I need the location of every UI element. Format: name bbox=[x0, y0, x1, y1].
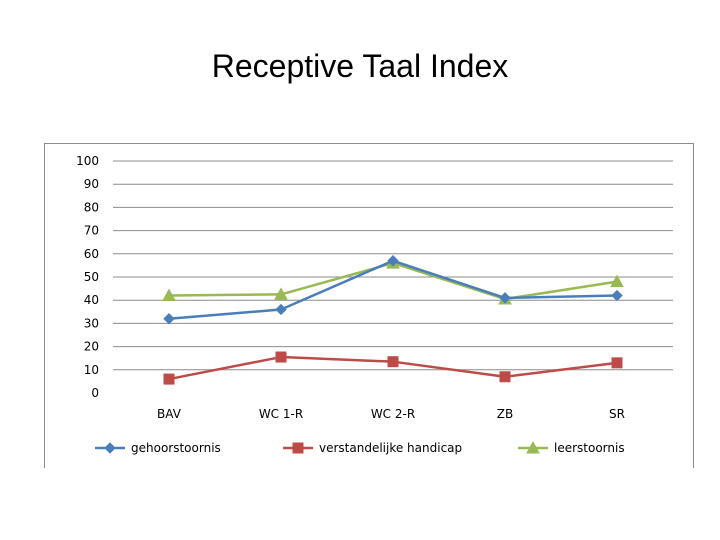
gridlines bbox=[113, 160, 673, 371]
y-tick-label-10: 10 bbox=[84, 363, 99, 377]
data-point-gehoorstoornis-2 bbox=[387, 255, 399, 267]
y-tick-label-0: 0 bbox=[91, 386, 99, 400]
series-gehoorstoornis bbox=[163, 255, 623, 325]
legend: gehoorstoornis verstandelijke handicap lee… bbox=[95, 440, 625, 455]
data-point-verstandelijke-handicap-3 bbox=[499, 371, 511, 383]
data-point-gehoorstoornis-3 bbox=[499, 292, 511, 304]
chart-frame: 0 10 20 30 40 50 60 70 80 90 100 BAV WC 1-R WC 2-R ZB… bbox=[44, 143, 694, 468]
data-point-gehoorstoornis-0 bbox=[163, 313, 175, 325]
series-verstandelijke-handicap bbox=[163, 351, 623, 385]
legend-label-leerstoornis: leerstoornis bbox=[554, 441, 625, 455]
legend-marker-leerstoornis bbox=[526, 440, 540, 454]
series-group bbox=[162, 255, 624, 385]
x-tick-label-sr: SR bbox=[609, 407, 625, 421]
data-point-gehoorstoornis-1 bbox=[275, 303, 287, 316]
y-tick-label-60: 60 bbox=[84, 247, 99, 261]
x-axis-ticks: BAV WC 1-R WC 2-R ZB SR bbox=[157, 407, 625, 421]
x-tick-label-wc-2-r: WC 2-R bbox=[371, 407, 415, 421]
series-line-gehoorstoornis bbox=[168, 259, 618, 321]
legend-marker-gehoorstoornis bbox=[104, 442, 116, 454]
y-tick-label-80: 80 bbox=[84, 200, 99, 214]
data-point-verstandelijke-handicap-4 bbox=[611, 357, 623, 369]
data-point-verstandelijke-handicap-0 bbox=[163, 373, 175, 385]
line-chart: 0 10 20 30 40 50 60 70 80 90 100 BAV WC 1-R WC 2-R ZB… bbox=[76, 154, 673, 455]
legend-marker-verstandelijke-handicap bbox=[292, 442, 304, 454]
data-point-verstandelijke-handicap-2 bbox=[387, 356, 399, 368]
x-tick-label-wc-1-r: WC 1-R bbox=[259, 407, 303, 421]
y-tick-label-30: 30 bbox=[84, 316, 99, 330]
slide-title: Receptive Taal Index bbox=[211, 48, 509, 84]
legend-item-verstandelijke-handicap: verstandelijke handicap bbox=[283, 441, 462, 455]
y-tick-label-20: 20 bbox=[84, 340, 99, 354]
data-point-leerstoornis-0 bbox=[162, 288, 176, 302]
data-point-leerstoornis-4 bbox=[610, 274, 624, 288]
y-tick-label-100: 100 bbox=[76, 154, 99, 168]
legend-label-gehoorstoornis: gehoorstoornis bbox=[131, 441, 221, 455]
x-tick-label-bav: BAV bbox=[157, 407, 182, 421]
y-tick-label-90: 90 bbox=[84, 177, 99, 191]
x-tick-label-zb: ZB bbox=[497, 407, 513, 421]
legend-label-verstandelijke-handicap: verstandelijke handicap bbox=[319, 441, 462, 455]
legend-item-leerstoornis: leerstoornis bbox=[518, 440, 625, 455]
data-point-verstandelijke-handicap-1 bbox=[275, 351, 287, 363]
y-axis-ticks: 0 10 20 30 40 50 60 70 80 90 100 bbox=[76, 154, 99, 400]
legend-item-gehoorstoornis: gehoorstoornis bbox=[95, 441, 221, 455]
data-point-gehoorstoornis-4 bbox=[611, 289, 623, 302]
y-tick-label-50: 50 bbox=[84, 270, 99, 284]
y-tick-label-40: 40 bbox=[84, 293, 99, 307]
data-point-leerstoornis-1 bbox=[274, 287, 288, 300]
y-tick-label-70: 70 bbox=[84, 224, 99, 238]
